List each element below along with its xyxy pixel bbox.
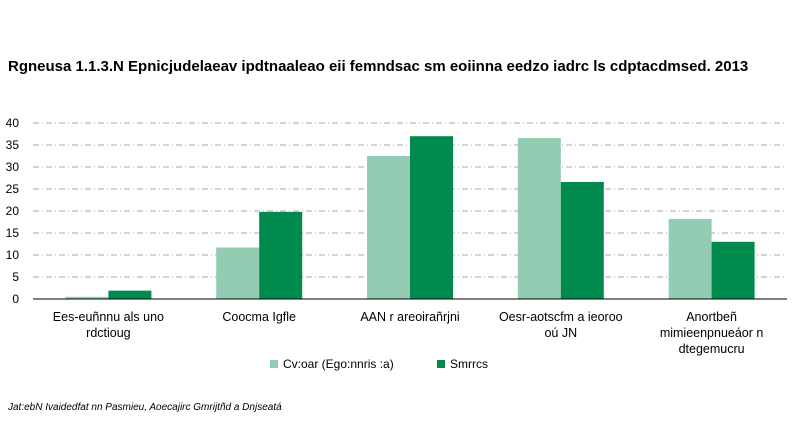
y-tick-label: 30 xyxy=(6,160,20,174)
bars xyxy=(65,136,755,299)
legend: Cv:oar (Ego:nnris :a) Smrrcs xyxy=(270,357,488,371)
y-tick-label: 5 xyxy=(12,270,19,284)
y-tick-label: 20 xyxy=(6,204,20,218)
chart-title: Rgneusa 1.1.3.N Epnicjudelaeav ipdtnaale… xyxy=(8,58,749,75)
source-note: Jat:ebN Ivaidedfat nn Pasmieu, Aoecajirc… xyxy=(8,402,282,413)
legend-swatch xyxy=(270,360,278,368)
bar xyxy=(711,241,755,299)
y-tick-label: 40 xyxy=(6,116,20,130)
bar xyxy=(259,211,303,299)
bar xyxy=(668,218,712,299)
bar xyxy=(560,181,604,299)
x-tick-label: Coocma Igfle xyxy=(222,310,296,324)
x-axis: Ees-euñnnu als uno rdctioug Coocma Igfle AA… xyxy=(33,298,787,356)
legend-label: Cv:oar (Ego:nnris :a) xyxy=(283,357,394,371)
x-tick-label: Ees-euñnnu als uno rdctioug xyxy=(53,310,164,340)
legend-swatch xyxy=(437,360,445,368)
bar xyxy=(65,296,109,299)
bar xyxy=(108,290,152,299)
legend-label: Smrrcs xyxy=(450,357,488,371)
y-axis: 0 5 10 15 20 25 30 35 40 xyxy=(6,116,20,306)
y-tick-label: 35 xyxy=(6,138,20,152)
bar xyxy=(517,137,561,299)
bar xyxy=(216,247,260,299)
y-tick-label: 25 xyxy=(6,182,20,196)
y-tick-label: 15 xyxy=(6,226,20,240)
x-tick-label: Oesr-aotscfm a ieoroo oú JN xyxy=(499,310,623,340)
bar xyxy=(410,136,453,299)
x-tick-label: AAN r areoirañrjni xyxy=(360,310,459,324)
y-tick-label: 0 xyxy=(12,292,19,306)
x-tick-label: Anortbeñ mimieenpnueáor n dtegemucru xyxy=(660,310,764,356)
bar xyxy=(367,156,410,299)
y-tick-label: 10 xyxy=(6,248,20,262)
